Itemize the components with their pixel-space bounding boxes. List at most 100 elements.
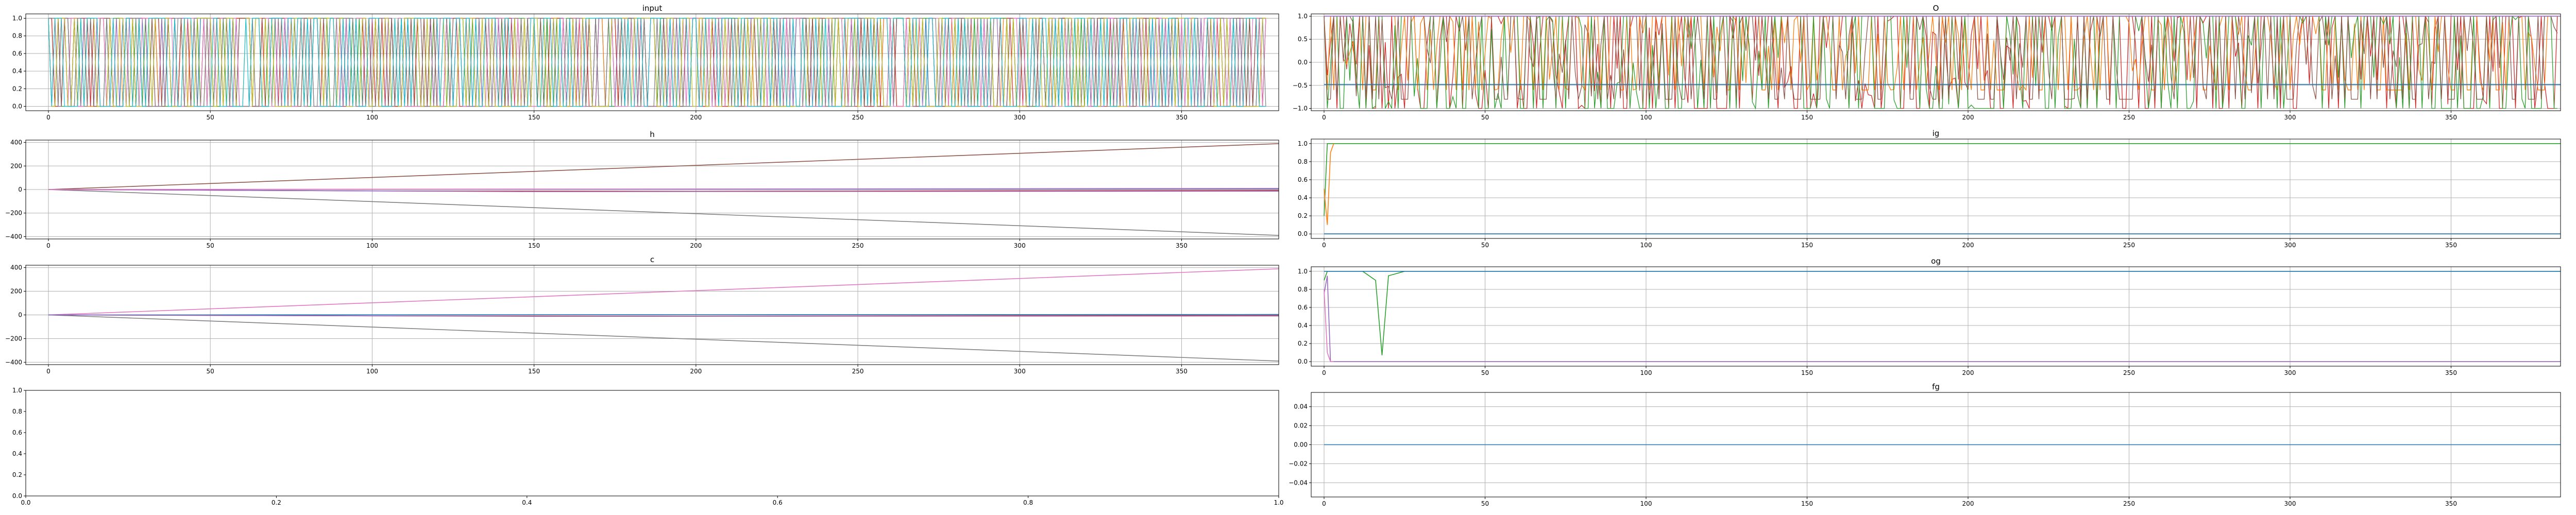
y-tick-label: −200 <box>5 210 22 217</box>
plot-area-input <box>48 18 1266 107</box>
x-tick-label: 100 <box>1640 114 1652 121</box>
x-tick-label: 200 <box>1962 114 1974 121</box>
y-tick-label: −200 <box>5 335 22 342</box>
chart-title: input <box>642 4 663 13</box>
x-tick-label: 0.0 <box>21 499 30 506</box>
plot-area-c <box>48 268 1279 362</box>
chart-panel-o: 0 50 100 150 200 250 300 350 −1.0 −0.5 0.0 0.5 1.0 O <box>1293 4 2561 121</box>
y-tick-label: 0.0 <box>1298 358 1308 365</box>
y-tick-label: 0.4 <box>12 67 22 75</box>
x-tick-label: 300 <box>2284 369 2296 376</box>
y-tick-label: 0.8 <box>1298 158 1308 165</box>
series-line-4 <box>1324 15 2558 100</box>
series-line-5 <box>48 189 1279 192</box>
x-tick-label: 0.6 <box>773 499 783 506</box>
x-tick-label: 150 <box>1801 500 1813 507</box>
x-tick-label: 200 <box>1962 242 1974 249</box>
series-line-10 <box>48 18 1266 107</box>
y-tick-label: 0.2 <box>1298 340 1308 347</box>
x-tick-label: 50 <box>1481 114 1489 121</box>
y-tick-label: 1.0 <box>12 387 22 394</box>
y-tick-label: 0.6 <box>1298 176 1308 183</box>
y-tick-label: −400 <box>5 358 22 366</box>
chart-panel-og: 0 50 100 150 200 250 300 350 0.0 0.2 0.4 0.6 0.8 1.0 o… <box>1298 256 2561 376</box>
y-tick-label: 0.0 <box>12 492 22 500</box>
series-line-6 <box>48 18 1266 107</box>
x-tick-label: 250 <box>852 114 864 121</box>
axes-frame <box>1311 139 2561 239</box>
series-line-9 <box>48 18 1266 107</box>
chart-panel-c: 0 50 100 150 200 250 300 350 −400 −200 0 200 400 c <box>5 255 1279 375</box>
chart-title: og <box>1931 256 1941 266</box>
x-tick-label: 250 <box>852 368 864 375</box>
chart-panel-empty: 0.0 0.2 0.4 0.6 0.8 1.0 0.0 0.2 0.4 0.6 0.8 1.0 <box>12 387 1284 506</box>
x-tick-label: 0 <box>1322 242 1326 249</box>
x-tick-label: 0 <box>46 114 50 121</box>
y-tick-label: 400 <box>10 139 22 146</box>
x-tick-label: 100 <box>366 368 378 375</box>
x-tick-label: 150 <box>528 368 540 375</box>
series-line-2 <box>48 189 1279 236</box>
x-tick-label: 0 <box>46 242 50 249</box>
x-tick-label: 100 <box>366 114 378 121</box>
y-tick-label: 0.2 <box>12 85 22 92</box>
y-tick-label: 400 <box>10 264 22 271</box>
y-tick-label: −400 <box>5 233 22 240</box>
x-tick-label: 150 <box>1801 114 1813 121</box>
y-tick-label: 0 <box>18 312 22 319</box>
chart-panel-input: 0 50 100 150 200 250 300 350 0.0 0.2 0.4 0.6 0.8 1.0 i… <box>12 4 1279 121</box>
series-line-6 <box>48 187 1279 190</box>
x-tick-label: 1.0 <box>1274 499 1283 506</box>
plot-area-o <box>1324 15 2561 110</box>
x-tick-label: 350 <box>2445 369 2457 376</box>
x-tick-label: 100 <box>1640 500 1652 507</box>
series-line-1 <box>48 18 1266 107</box>
axes-frame <box>1311 266 2561 367</box>
x-tick-label: 200 <box>690 368 702 375</box>
y-tick-label: 0.6 <box>1298 304 1308 311</box>
y-tick-label: 0.04 <box>1294 403 1308 410</box>
x-tick-label: 300 <box>2284 242 2296 249</box>
series-line-5 <box>48 18 1266 107</box>
y-tick-label: 0.0 <box>12 102 22 110</box>
chart-title: h <box>650 130 655 139</box>
y-tick-label: 1.0 <box>1298 268 1308 275</box>
series-line-2 <box>48 314 1279 362</box>
x-tick-label: 350 <box>2445 500 2457 507</box>
x-tick-label: 350 <box>1176 114 1188 121</box>
y-tick-label: 1.0 <box>1298 12 1308 20</box>
y-tick-label: −0.04 <box>1289 479 1308 486</box>
axes-frame <box>25 390 1279 496</box>
x-tick-label: 300 <box>1014 368 1026 375</box>
x-tick-label: 250 <box>2123 242 2135 249</box>
y-tick-label: 0.5 <box>1298 36 1308 43</box>
x-tick-label: 250 <box>2123 369 2135 376</box>
y-tick-label: 0.4 <box>12 450 22 457</box>
x-tick-label: 150 <box>528 114 540 121</box>
x-tick-label: 0.8 <box>1023 499 1033 506</box>
x-tick-label: 50 <box>1481 500 1489 507</box>
series-line-3 <box>1324 289 1334 363</box>
x-tick-label: 350 <box>1176 368 1188 375</box>
x-tick-label: 0 <box>1322 114 1326 121</box>
x-tick-label: 300 <box>2284 500 2296 507</box>
x-tick-label: 0 <box>46 368 50 375</box>
x-tick-label: 150 <box>1801 242 1813 249</box>
y-tick-label: 1.0 <box>1298 140 1308 147</box>
x-tick-label: 300 <box>1014 242 1026 249</box>
y-tick-label: 0.02 <box>1294 422 1308 430</box>
plot-area-h <box>48 143 1279 236</box>
plot-area-og <box>1324 270 2561 363</box>
x-tick-label: 0 <box>1322 500 1326 507</box>
x-tick-label: 250 <box>2123 114 2135 121</box>
x-tick-label: 200 <box>1962 369 1974 376</box>
series-line-1 <box>1324 143 2561 216</box>
series-line-2 <box>48 18 1266 107</box>
x-tick-label: 200 <box>690 242 702 249</box>
x-tick-label: 50 <box>1481 242 1489 249</box>
y-tick-label: 0.4 <box>1298 322 1308 329</box>
y-tick-label: 0.2 <box>1298 212 1308 219</box>
x-tick-label: 150 <box>528 242 540 249</box>
x-tick-label: 350 <box>2445 242 2457 249</box>
